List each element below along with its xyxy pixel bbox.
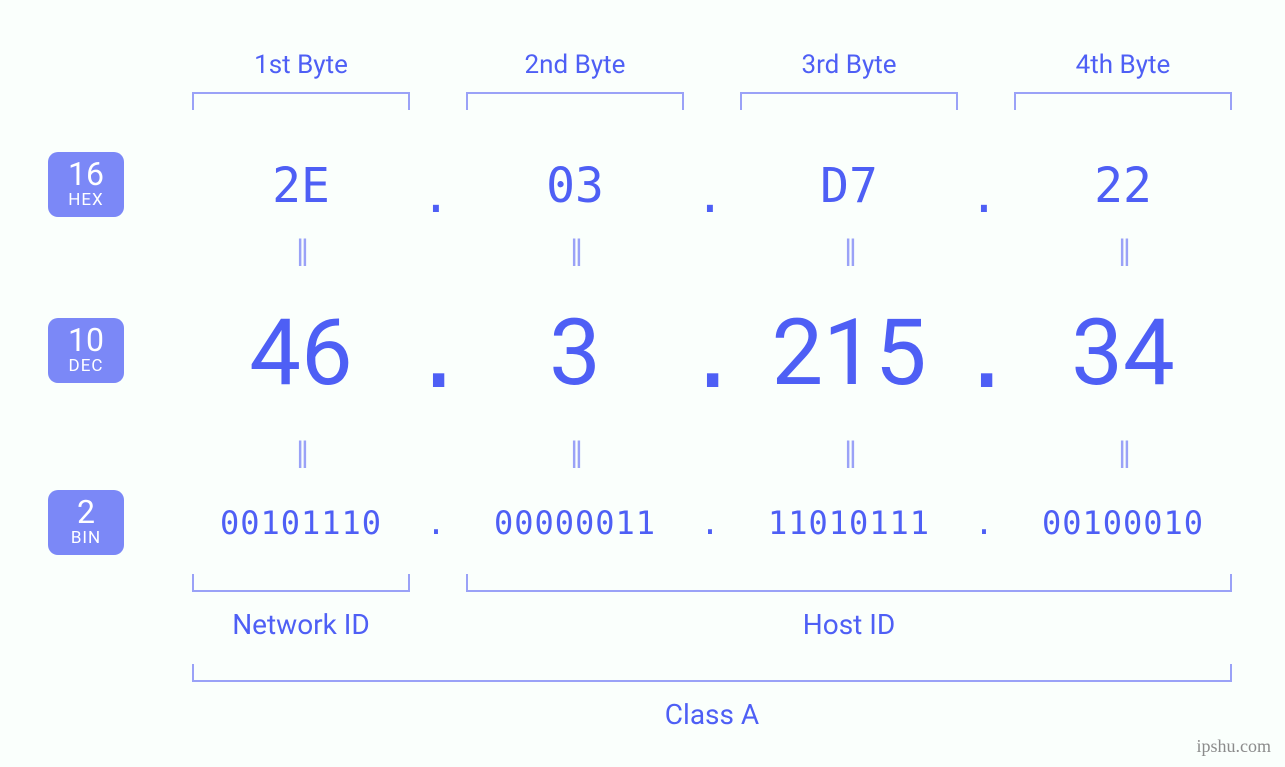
hex-dot-1: . (421, 168, 451, 224)
base-badge-dec: 10 DEC (48, 318, 124, 383)
dec-dot-2: . (685, 302, 735, 409)
dec-dot-3: . (959, 302, 1009, 409)
base-badge-bin: 2 BIN (48, 490, 124, 555)
hex-byte-4: 22 (1013, 158, 1233, 214)
hex-byte-1: 2E (191, 158, 411, 214)
host-id-label: Host ID (466, 608, 1232, 641)
equals-icon: || (834, 436, 864, 470)
watermark: ipshu.com (1197, 736, 1272, 757)
base-badge-hex: 16 HEX (48, 152, 124, 217)
network-id-label: Network ID (192, 608, 410, 641)
byte-bracket-4 (1014, 92, 1232, 110)
host-id-bracket (466, 574, 1232, 592)
equals-icon: || (1108, 436, 1138, 470)
hex-byte-3: D7 (739, 158, 959, 214)
badge-txt: HEX (48, 192, 124, 209)
dec-dot-1: . (411, 302, 461, 409)
byte-bracket-1 (192, 92, 410, 110)
equals-icon: || (286, 234, 316, 268)
bin-dot-3: . (969, 504, 999, 542)
equals-icon: || (834, 234, 864, 268)
hex-dot-3: . (969, 168, 999, 224)
equals-icon: || (560, 234, 590, 268)
class-bracket (192, 664, 1232, 682)
bin-dot-1: . (421, 504, 451, 542)
byte-bracket-3 (740, 92, 958, 110)
badge-txt: DEC (48, 358, 124, 375)
ip-diagram: 1st Byte 2nd Byte 3rd Byte 4th Byte 16 H… (0, 0, 1285, 767)
equals-icon: || (1108, 234, 1138, 268)
bin-byte-1: 00101110 (191, 504, 411, 542)
dec-byte-4: 34 (1013, 300, 1233, 407)
badge-num: 10 (48, 324, 124, 356)
badge-txt: BIN (48, 530, 124, 547)
equals-icon: || (560, 436, 590, 470)
byte-label-3: 3rd Byte (789, 50, 909, 80)
bin-byte-4: 00100010 (1013, 504, 1233, 542)
badge-num: 16 (48, 158, 124, 190)
hex-dot-2: . (695, 168, 725, 224)
hex-byte-2: 03 (465, 158, 685, 214)
bin-byte-2: 00000011 (465, 504, 685, 542)
equals-icon: || (286, 436, 316, 470)
dec-byte-2: 3 (465, 300, 685, 407)
dec-byte-1: 46 (191, 300, 411, 407)
byte-label-1: 1st Byte (241, 50, 361, 80)
class-label: Class A (192, 698, 1232, 731)
bin-dot-2: . (695, 504, 725, 542)
dec-byte-3: 215 (739, 300, 959, 407)
network-id-bracket (192, 574, 410, 592)
byte-bracket-2 (466, 92, 684, 110)
badge-num: 2 (48, 496, 124, 528)
bin-byte-3: 11010111 (739, 504, 959, 542)
byte-label-2: 2nd Byte (515, 50, 635, 80)
byte-label-4: 4th Byte (1063, 50, 1183, 80)
